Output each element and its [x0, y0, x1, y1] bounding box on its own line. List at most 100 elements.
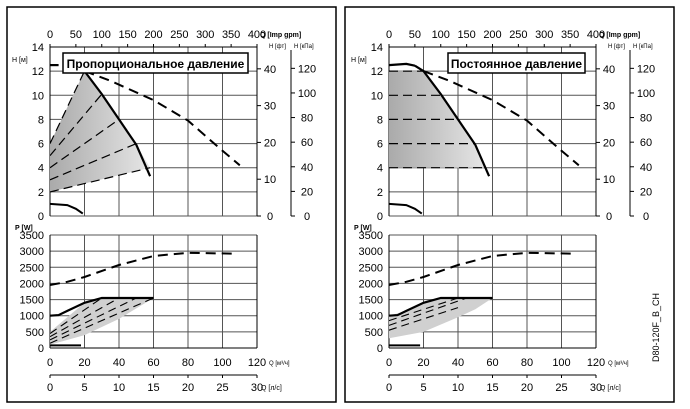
- y-tick-label: 4: [377, 163, 383, 175]
- gpm-tick-label: 200: [144, 29, 162, 41]
- max-curve-start: [388, 62, 416, 67]
- gpm-tick-label: 200: [483, 29, 501, 41]
- gpm-tick-label: 250: [509, 29, 527, 41]
- min-curve: [49, 202, 84, 215]
- x-tick-label: 0: [386, 357, 392, 369]
- x-tick-label: 40: [452, 357, 464, 369]
- gpm-tick-label: 50: [70, 29, 82, 41]
- x-axis-label: Q [м³/ч]: [269, 361, 290, 367]
- head-axis-label: H [м]: [351, 57, 367, 64]
- ft-tick-label: 10: [603, 174, 615, 186]
- power-tick-label: 0: [38, 343, 44, 355]
- x-tick-label: 40: [113, 357, 125, 369]
- gpm-axis-label: Q [Imp gpm]: [599, 32, 640, 39]
- y-tick-label: 2: [377, 187, 383, 199]
- kpa-tick-label: 100: [637, 88, 655, 100]
- ls-tick-label: 0: [47, 382, 53, 394]
- gpm-tick-label: 250: [170, 29, 188, 41]
- ls-tick-label: 20: [182, 382, 194, 394]
- gpm-tick-label: 0: [47, 29, 53, 41]
- gpm-tick-label: 400: [248, 29, 266, 41]
- gpm-tick-label: 0: [386, 29, 392, 41]
- gpm-tick-label: 50: [409, 29, 421, 41]
- kpa-axis-label: H [кПа]: [294, 44, 314, 50]
- max-curve: [83, 70, 152, 177]
- ls-tick-label: 10: [113, 382, 125, 394]
- x-tick-label: 100: [552, 357, 570, 369]
- ft-tick-label: 40: [603, 64, 615, 76]
- max-curve: [414, 64, 491, 177]
- power-tick-label: 2500: [359, 262, 383, 274]
- ft-tick-label: 20: [264, 137, 276, 149]
- power-control-curve: [49, 297, 120, 338]
- gpm-tick-label: 350: [561, 29, 579, 41]
- ft-tick-label: 10: [264, 174, 276, 186]
- y-tick-label: 14: [371, 42, 383, 54]
- power-tick-label: 3000: [20, 246, 44, 258]
- kpa-tick-label: 20: [301, 186, 313, 198]
- ft-tick-label: 20: [603, 137, 615, 149]
- title-box: [62, 52, 249, 74]
- panel-frame: [6, 6, 337, 403]
- kpa-tick-label: 120: [298, 63, 316, 75]
- power-tick-label: 0: [377, 343, 383, 355]
- ls-tick-label: 15: [486, 382, 498, 394]
- ls-tick-label: 5: [81, 382, 87, 394]
- power-tick-label: 2000: [359, 278, 383, 290]
- ls-tick-label: 30: [590, 382, 602, 394]
- power-axis-label: P [W]: [354, 225, 372, 232]
- power-control-curve: [388, 297, 467, 326]
- power-tick-label: 2500: [20, 262, 44, 274]
- chart-title: Постоянное давление: [451, 57, 582, 71]
- power-tick-label: 1000: [20, 311, 44, 323]
- ls-tick-label: 25: [216, 382, 228, 394]
- gpm-axis-label: Q [Imp gpm]: [260, 32, 301, 39]
- kpa-tick-label: 60: [640, 137, 652, 149]
- ls-tick-label: 15: [147, 382, 159, 394]
- operating-area: [50, 71, 151, 192]
- power-control-curve: [49, 297, 103, 334]
- power-axis-label: P [W]: [15, 225, 33, 232]
- kpa-tick-label: 120: [637, 63, 655, 75]
- y-tick-label: 0: [38, 211, 44, 223]
- title-box: [447, 52, 586, 74]
- code-label: D80-120F_B_CH: [651, 293, 661, 362]
- x-tick-label: 60: [147, 357, 159, 369]
- power-max-speed-curve: [49, 251, 237, 286]
- ft-tick-label: 30: [603, 101, 615, 113]
- chart-title: Пропорциональное давление: [67, 57, 245, 71]
- gpm-tick-label: 150: [457, 29, 475, 41]
- kpa-tick-label: 0: [304, 211, 310, 223]
- power-tick-label: 2000: [20, 278, 44, 290]
- x-tick-label: 120: [248, 357, 266, 369]
- kpa-tick-label: 60: [301, 137, 313, 149]
- kpa-tick-label: 100: [298, 88, 316, 100]
- ft-axis-label: H [фт]: [269, 44, 286, 50]
- gpm-tick-label: 300: [196, 29, 214, 41]
- ls-tick-label: 20: [521, 382, 533, 394]
- y-tick-label: 12: [371, 66, 383, 78]
- ls-tick-label: 10: [452, 382, 464, 394]
- y-tick-label: 0: [377, 211, 383, 223]
- x-tick-label: 80: [182, 357, 194, 369]
- kpa-tick-label: 0: [643, 211, 649, 223]
- head-axis-label: H [м]: [12, 57, 28, 64]
- y-tick-label: 6: [377, 139, 383, 151]
- ls-tick-label: 30: [251, 382, 263, 394]
- ls-tick-label: 0: [386, 382, 392, 394]
- control-curve: [49, 143, 137, 181]
- ls-axis-label: Q [л/с]: [600, 385, 621, 392]
- kpa-tick-label: 20: [640, 186, 652, 198]
- power-tick-label: 3000: [359, 246, 383, 258]
- kpa-tick-label: 80: [640, 113, 652, 125]
- ft-tick-label: 30: [264, 101, 276, 113]
- x-tick-label: 20: [78, 357, 90, 369]
- x-tick-label: 60: [486, 357, 498, 369]
- gpm-tick-label: 400: [587, 29, 605, 41]
- power-max-speed-curve: [388, 251, 576, 286]
- gpm-tick-label: 350: [222, 29, 240, 41]
- y-tick-label: 2: [38, 187, 44, 199]
- max-speed-curve: [84, 70, 241, 167]
- ft-tick-label: 0: [267, 211, 273, 223]
- y-tick-label: 10: [371, 90, 383, 102]
